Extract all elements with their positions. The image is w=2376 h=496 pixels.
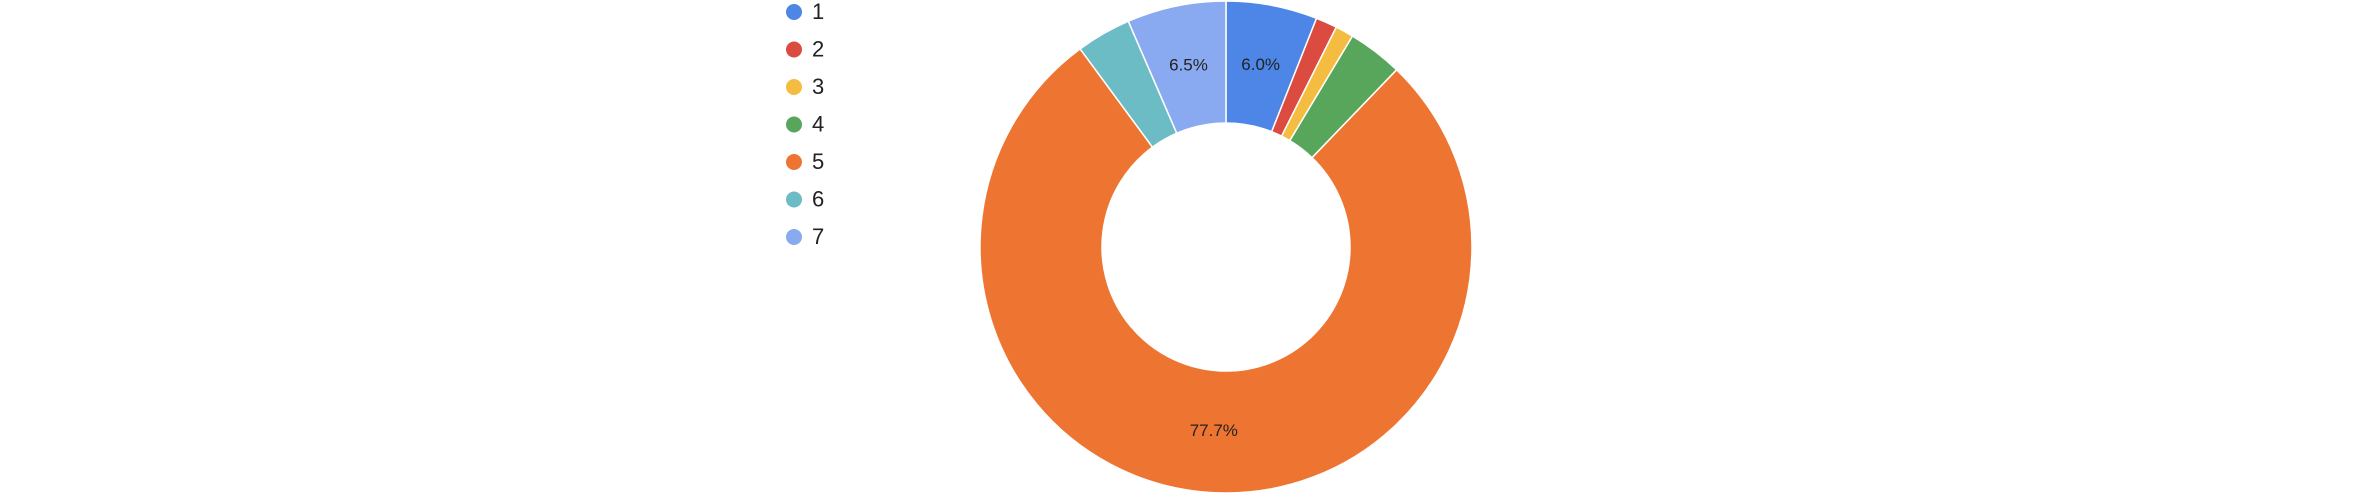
legend-swatch[interactable]	[786, 229, 802, 245]
value-label: 6.5%	[1169, 55, 1208, 74]
legend-label[interactable]: 1	[812, 0, 824, 24]
legend-swatch[interactable]	[786, 79, 802, 95]
donut-slice	[979, 47, 1473, 494]
value-label: 77.7%	[1190, 421, 1238, 440]
legend-swatch[interactable]	[786, 191, 802, 208]
legend-label[interactable]: 5	[812, 149, 824, 174]
legend-label[interactable]: 4	[812, 111, 824, 136]
legend-swatch[interactable]	[786, 154, 802, 170]
legend-label[interactable]: 6	[812, 186, 824, 211]
legend-swatch[interactable]	[786, 41, 802, 58]
legend-swatch[interactable]	[786, 116, 802, 133]
legend-label[interactable]: 3	[812, 74, 824, 99]
legend-swatch[interactable]	[786, 4, 802, 20]
value-label: 6.0%	[1241, 55, 1280, 74]
legend-label[interactable]: 7	[812, 224, 824, 249]
legend-label[interactable]: 2	[812, 36, 824, 61]
donut-slice	[1127, 0, 1227, 135]
